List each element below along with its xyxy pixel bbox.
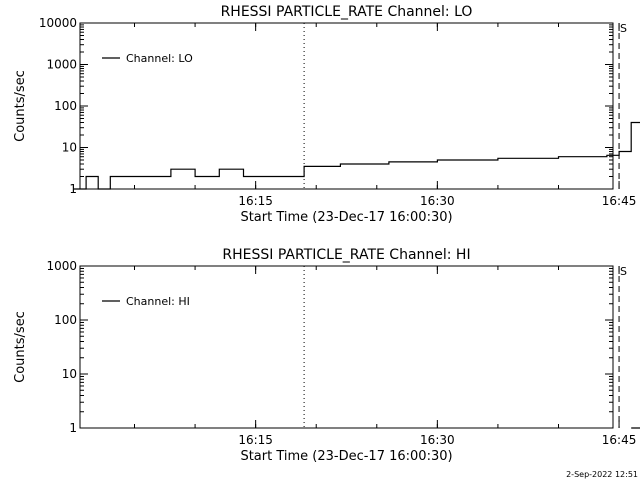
chart-2-x-tick-label: 16:30 (420, 433, 455, 447)
chart-2-legend-label: Channel: HI (126, 295, 190, 308)
chart-2-x-tick-label: 16:15 (238, 433, 273, 447)
chart-1-x-tick-label: 16:15 (238, 194, 273, 208)
chart-1-y-axis-label: Counts/sec (13, 70, 28, 142)
chart-2-x-axis-label: Start Time (23-Dec-17 16:00:30) (240, 449, 452, 464)
chart-1-marker-label-s: S (620, 22, 627, 35)
chart-1-panel: RHESSI PARTICLE_RATE Channel: LOSE110100… (13, 4, 640, 225)
chart-2-plot-frame (79, 265, 614, 429)
chart-2-x-tick-label: 16:45 (602, 433, 637, 447)
chart-1-series-line-1 (73, 121, 640, 190)
chart-1-y-tick-label: 1 (69, 182, 77, 196)
chart-2-marker-label-s: S (620, 265, 627, 278)
chart-1-y-tick-label: 10000 (39, 16, 77, 30)
chart-1-title: RHESSI PARTICLE_RATE Channel: LO (221, 4, 473, 20)
chart-2-y-tick-label: 100 (54, 313, 77, 327)
chart-1-y-tick-label: 100 (54, 99, 77, 113)
footer-timestamp: 2-Sep-2022 12:51 (566, 470, 638, 479)
chart-2-y-tick-label: 1000 (46, 259, 77, 273)
chart-2-y-tick-label: 10 (62, 367, 77, 381)
chart-2-y-axis-label: Counts/sec (13, 311, 28, 383)
chart-1-legend-label: Channel: LO (126, 52, 193, 65)
chart-2-panel: RHESSI PARTICLE_RATE Channel: HISE110100… (13, 247, 640, 464)
chart-1-x-tick-label: 16:45 (602, 194, 637, 208)
chart-1-x-axis-label: Start Time (23-Dec-17 16:00:30) (240, 210, 452, 225)
chart-1-x-tick-label: 16:30 (420, 194, 455, 208)
chart-1-y-tick-label: 10 (62, 141, 77, 155)
chart-2-title: RHESSI PARTICLE_RATE Channel: HI (222, 247, 470, 263)
chart-2-series-line-1 (631, 427, 640, 429)
chart-1-y-tick-label: 1000 (46, 58, 77, 72)
chart-2-y-tick-label: 1 (69, 421, 77, 435)
